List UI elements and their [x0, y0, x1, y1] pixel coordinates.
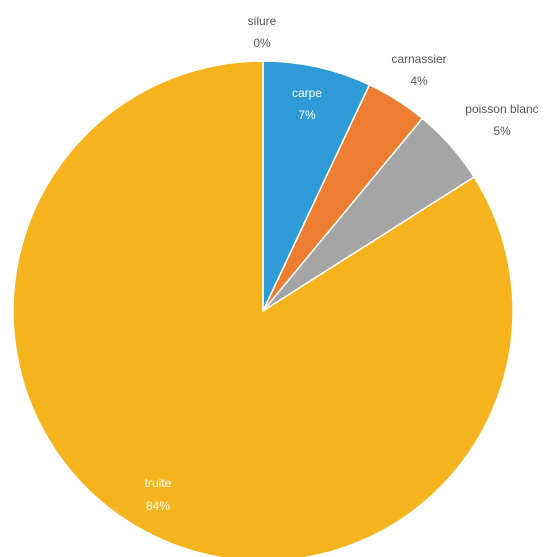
- label-value-truite: 84%: [146, 499, 170, 513]
- label-value-poisson-blanc: 5%: [493, 124, 511, 138]
- label-name-carpe: carpe: [292, 86, 322, 100]
- pie-slices: [12, 60, 514, 557]
- label-value-carnassier: 4%: [410, 74, 428, 88]
- label-name-silure: silure: [248, 14, 277, 28]
- pie-slice-carpe: [262, 60, 371, 312]
- label-name-carnassier: carnassier: [391, 52, 446, 66]
- label-name-poisson-blanc: poisson blanc: [465, 102, 538, 116]
- label-name-truite: truite: [145, 476, 172, 490]
- label-value-silure: 0%: [253, 36, 271, 50]
- pie-slice-truite: [12, 60, 514, 557]
- label-value-carpe: 7%: [298, 108, 316, 122]
